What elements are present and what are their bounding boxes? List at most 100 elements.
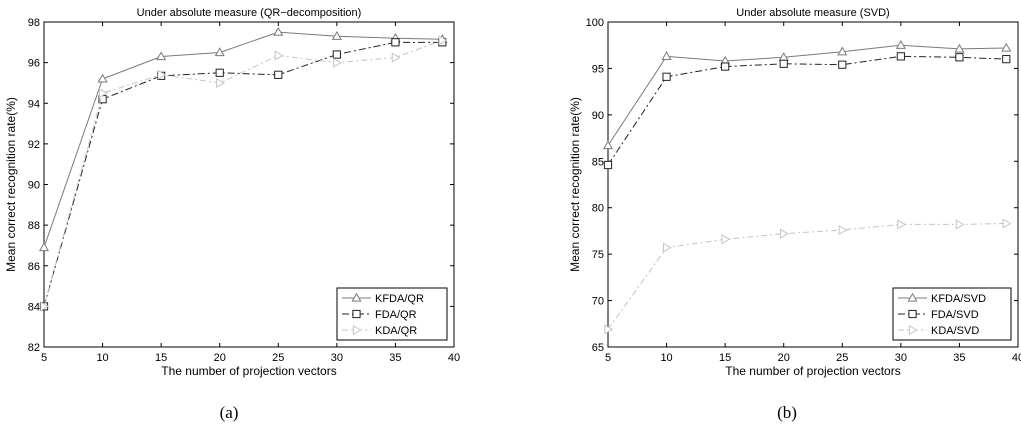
chart-title: Under absolute measure (SVD): [736, 7, 889, 19]
y-tick-label: 85: [592, 156, 604, 168]
legend-marker: [907, 292, 918, 302]
legend-label: KDA/SVD: [931, 325, 979, 337]
y-tick-label: 96: [28, 58, 40, 70]
data-point: [98, 88, 108, 99]
x-tick-label: 10: [660, 352, 672, 364]
y-tick-label: 88: [28, 220, 40, 232]
data-point: [215, 68, 224, 77]
series-line: [43, 39, 443, 307]
y-axis-label: Mean correct recognition rate(%): [568, 97, 582, 272]
data-point: [662, 242, 672, 253]
data-point: [1002, 218, 1012, 229]
x-tick-label: 20: [778, 352, 790, 364]
series-line: [607, 223, 1007, 330]
data-point: [97, 73, 108, 83]
legend-label: KFDA/QR: [375, 293, 424, 305]
data-point: [721, 62, 730, 71]
data-point: [780, 228, 789, 239]
chart-b: Under absolute measure (SVD) 5 10 15 20 25 30 3…: [568, 7, 1021, 378]
y-tick-label: 94: [28, 98, 40, 110]
series-line: [43, 31, 443, 248]
data-point: [662, 72, 671, 81]
caption-b: (b): [777, 403, 797, 422]
x-tick-label: 40: [448, 352, 460, 364]
y-tick-label: 80: [592, 203, 604, 215]
data-point: [38, 242, 50, 252]
y-tick-label: 92: [28, 139, 40, 151]
x-tick-label: 20: [214, 352, 226, 364]
data-point: [331, 31, 342, 40]
y-tick-label: 65: [592, 342, 604, 354]
chart-title: Under absolute measure (QR−decomposition…: [137, 7, 362, 19]
x-tick-label: 35: [389, 352, 401, 364]
legend-marker: [908, 309, 917, 319]
y-tick-label: 86: [28, 261, 40, 273]
legend-label: FDA/QR: [375, 309, 417, 321]
y-tick-label: 100: [586, 17, 604, 29]
y-tick-label: 75: [592, 249, 604, 261]
legend-marker: [352, 309, 361, 319]
y-tick-label: 90: [28, 180, 40, 192]
caption-a: (a): [220, 403, 239, 422]
x-tick-label: 25: [836, 352, 848, 364]
data-point: [333, 57, 343, 68]
data-point: [1001, 42, 1012, 52]
series-line: [607, 44, 1007, 146]
data-point: [721, 234, 731, 245]
legend-marker: [351, 292, 362, 302]
data-point: [604, 324, 614, 335]
legend-marker: [352, 324, 362, 336]
data-point: [156, 51, 167, 61]
x-tick-label: 15: [155, 352, 167, 364]
x-tick-label: 25: [272, 352, 284, 364]
data-point: [216, 77, 225, 88]
y-axis-label: Mean correct recognition rate(%): [4, 97, 18, 272]
data-point: [955, 53, 964, 62]
data-point: [1002, 55, 1011, 64]
data-point: [274, 50, 284, 61]
data-point: [779, 59, 788, 68]
data-point: [954, 43, 965, 53]
legend-label: FDA/SVD: [931, 309, 979, 321]
series-line: [607, 55, 1007, 166]
series-line: [43, 41, 443, 307]
plot-area: [607, 21, 1019, 348]
x-tick-label: 5: [41, 352, 47, 364]
data-point: [838, 60, 847, 69]
legend-label: KDA/QR: [375, 325, 417, 337]
x-tick-label: 40: [1012, 352, 1021, 364]
data-point: [391, 38, 400, 47]
y-tick-label: 70: [592, 296, 604, 308]
y-tick-label: 90: [592, 110, 604, 122]
x-tick-label: 30: [895, 352, 907, 364]
x-axis-label: The number of projection vectors: [725, 364, 900, 378]
data-point: [603, 160, 613, 170]
legend-label: KFDA/SVD: [931, 293, 986, 305]
data-point: [602, 140, 614, 150]
data-point: [273, 26, 284, 36]
data-point: [274, 70, 283, 79]
x-axis-label: The number of projection vectors: [161, 364, 336, 378]
data-point: [837, 46, 848, 56]
data-point: [40, 301, 50, 312]
y-tick-label: 84: [28, 301, 40, 313]
x-tick-label: 10: [96, 352, 108, 364]
data-point: [214, 47, 225, 57]
data-point: [391, 52, 401, 63]
data-point: [661, 51, 672, 61]
chart-a: Under absolute measure (QR−decomposition…: [4, 7, 460, 378]
x-tick-label: 5: [605, 352, 611, 364]
x-tick-label: 15: [719, 352, 731, 364]
data-point: [955, 219, 965, 230]
y-tick-label: 82: [28, 342, 40, 354]
y-tick-label: 98: [28, 17, 40, 29]
data-point: [897, 219, 907, 230]
y-tick-label: 95: [592, 63, 604, 75]
data-point: [838, 224, 848, 236]
data-point: [438, 35, 448, 46]
legend-marker: [908, 324, 918, 336]
data-point: [895, 40, 906, 49]
data-point: [157, 69, 167, 80]
x-tick-label: 30: [331, 352, 343, 364]
